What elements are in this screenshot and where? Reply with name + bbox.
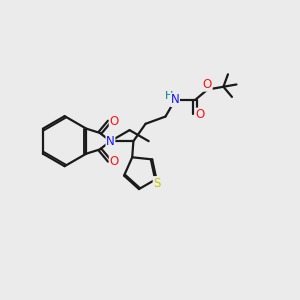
Text: N: N: [106, 135, 115, 148]
Text: O: O: [109, 115, 119, 128]
Text: N: N: [171, 94, 179, 106]
Text: O: O: [203, 78, 212, 91]
Text: O: O: [109, 155, 119, 168]
Text: O: O: [196, 108, 205, 121]
Text: S: S: [153, 177, 161, 190]
Text: H: H: [164, 91, 173, 100]
